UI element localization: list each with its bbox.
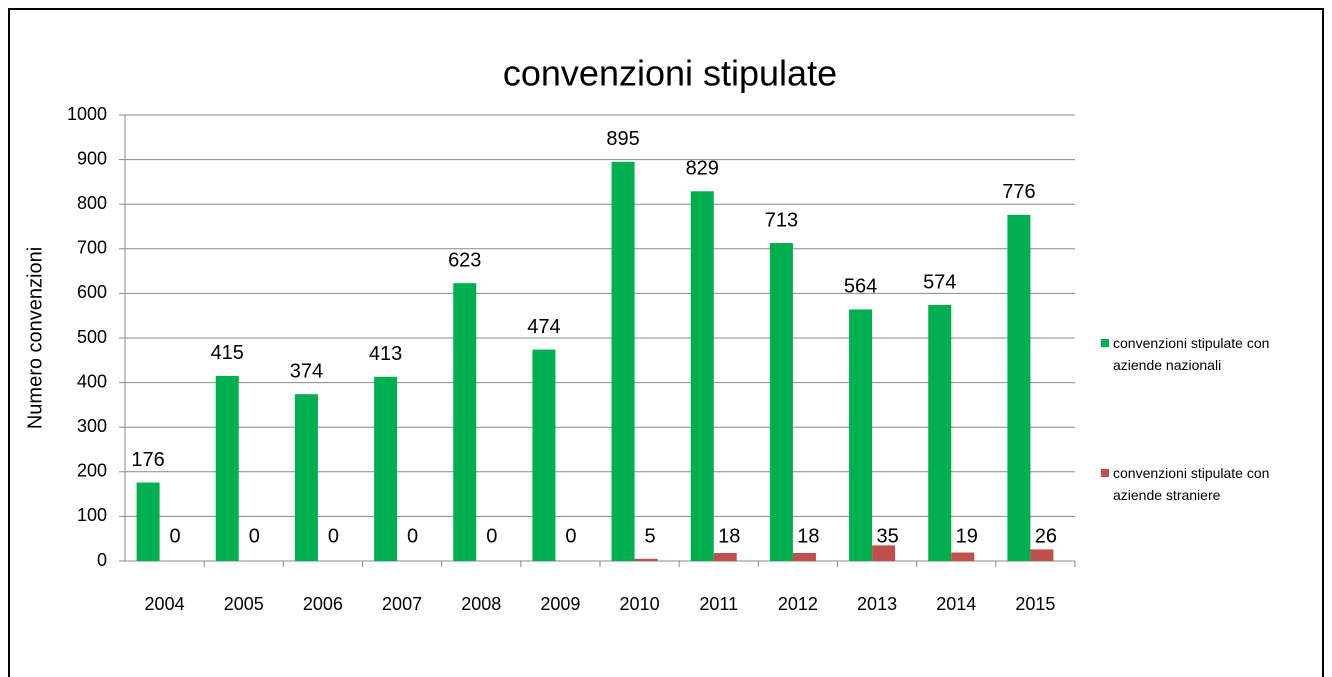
y-tick-label: 700 bbox=[77, 238, 107, 258]
y-tick-label: 100 bbox=[77, 505, 107, 525]
data-label: 0 bbox=[486, 525, 497, 547]
y-tick-label: 500 bbox=[77, 327, 107, 347]
x-tick-label: 2012 bbox=[778, 594, 818, 614]
bar bbox=[713, 552, 737, 561]
bar bbox=[215, 375, 239, 561]
frame bbox=[8, 8, 1324, 677]
y-tick-label: 0 bbox=[97, 550, 107, 570]
x-tick-label: 2010 bbox=[620, 594, 660, 614]
x-tick-label: 2005 bbox=[224, 594, 264, 614]
x-tick-label: 2008 bbox=[461, 594, 501, 614]
bar bbox=[374, 376, 398, 561]
bar bbox=[532, 349, 556, 561]
x-tick-label: 2013 bbox=[857, 594, 897, 614]
bar bbox=[951, 552, 975, 561]
x-tick-label: 2009 bbox=[540, 594, 580, 614]
chart-title: convenzioni stipulate bbox=[503, 53, 837, 94]
data-label: 19 bbox=[956, 525, 978, 547]
y-tick-label: 800 bbox=[77, 193, 107, 213]
bar bbox=[294, 394, 318, 561]
bar bbox=[453, 283, 477, 561]
bar bbox=[1030, 549, 1054, 561]
x-tick-label: 2014 bbox=[936, 594, 976, 614]
x-tick-label: 2015 bbox=[1015, 594, 1055, 614]
data-label: 18 bbox=[797, 525, 819, 547]
data-label: 413 bbox=[369, 343, 402, 365]
data-label: 564 bbox=[844, 276, 877, 298]
x-tick-label: 2007 bbox=[382, 594, 422, 614]
bar bbox=[928, 304, 952, 561]
data-label: 474 bbox=[527, 316, 560, 338]
data-label: 0 bbox=[565, 525, 576, 547]
data-label: 623 bbox=[448, 249, 481, 271]
x-tick-label: 2006 bbox=[303, 594, 343, 614]
y-tick-label: 600 bbox=[77, 282, 107, 302]
bar bbox=[634, 558, 658, 561]
bar bbox=[792, 552, 816, 561]
y-tick-label: 200 bbox=[77, 461, 107, 481]
data-label: 0 bbox=[407, 525, 418, 547]
bar bbox=[872, 545, 896, 561]
bar bbox=[690, 191, 714, 562]
data-label: 0 bbox=[249, 525, 260, 547]
data-label: 0 bbox=[328, 525, 339, 547]
data-label: 713 bbox=[765, 209, 798, 231]
data-label: 18 bbox=[718, 525, 740, 547]
data-label: 35 bbox=[876, 525, 898, 547]
data-label: 776 bbox=[1002, 181, 1035, 203]
x-tick-label: 2011 bbox=[699, 594, 738, 614]
data-label: 0 bbox=[170, 525, 181, 547]
data-label: 829 bbox=[686, 158, 719, 180]
bar bbox=[136, 482, 160, 561]
y-tick-label: 1000 bbox=[67, 104, 107, 124]
x-tick-label: 2004 bbox=[145, 594, 185, 614]
data-label: 374 bbox=[290, 360, 323, 382]
y-tick-label: 300 bbox=[77, 416, 107, 436]
bar bbox=[769, 243, 793, 561]
data-label: 895 bbox=[606, 128, 639, 150]
data-label: 574 bbox=[923, 271, 956, 293]
legend-swatch bbox=[1101, 469, 1109, 477]
bar bbox=[1007, 214, 1031, 562]
data-label: 26 bbox=[1035, 525, 1057, 547]
legend-label: convenzioni stipulate con aziende strani… bbox=[1113, 465, 1270, 503]
y-tick-label: 900 bbox=[77, 148, 107, 168]
y-axis-label: Numero convenzioni bbox=[24, 247, 46, 429]
data-label: 5 bbox=[645, 525, 656, 547]
data-label: 415 bbox=[211, 342, 244, 364]
bar bbox=[611, 161, 635, 561]
legend-label: convenzioni stipulate con aziende nazion… bbox=[1113, 335, 1270, 373]
bar bbox=[849, 309, 873, 561]
y-tick-label: 400 bbox=[77, 371, 107, 391]
legend-swatch bbox=[1101, 339, 1109, 347]
data-label: 176 bbox=[131, 449, 164, 471]
